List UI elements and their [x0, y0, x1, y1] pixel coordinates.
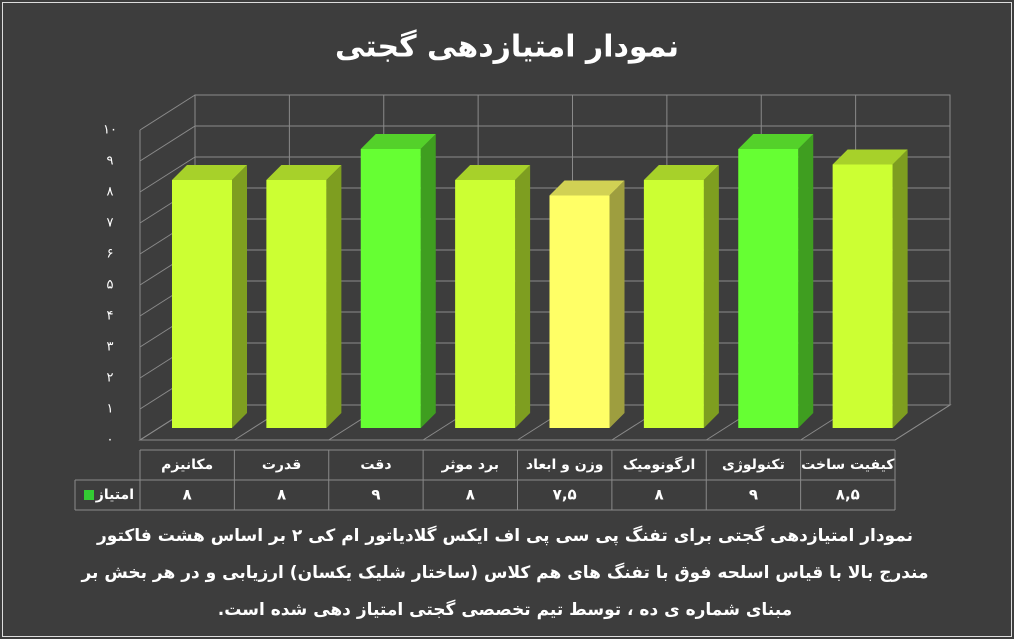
- bar-side: [515, 165, 531, 428]
- data-label: ۹: [749, 486, 758, 504]
- x-tick-label: قدرت: [262, 457, 301, 473]
- data-label: ۸: [654, 486, 663, 504]
- x-tick-label: کیفیت ساخت: [801, 457, 895, 473]
- data-label: ۸,۵: [836, 486, 860, 504]
- bar: [832, 164, 893, 428]
- bar: [549, 195, 610, 428]
- bar: [455, 180, 516, 428]
- x-tick-label: تکنولوژی: [722, 457, 785, 473]
- grid-line: [139, 125, 196, 162]
- y-tick-label: ۱: [107, 402, 114, 417]
- data-label: ۷,۵: [553, 486, 577, 504]
- y-tick-label: ۰: [107, 433, 114, 448]
- x-tick-label: مکانیزم: [161, 457, 213, 473]
- bar-side: [798, 134, 814, 428]
- chart: نمودار امتیازدهی گجتی ۰ ۱ ۲ ۳ ۴ ۵ ۶ ۷ ۸ ۹ ۱۰ مکانیز…: [74, 29, 952, 511]
- caption: نمودار امتیازدهی گجتی برای تفنگ پی سی پی…: [81, 526, 929, 620]
- bar-side: [609, 180, 625, 428]
- data-label: ۸: [183, 486, 192, 504]
- grid-line: [139, 94, 196, 131]
- bar-side: [326, 165, 342, 428]
- x-tick-label: دقت: [360, 457, 391, 473]
- bar-top: [172, 165, 247, 180]
- bar-top: [266, 165, 342, 180]
- legend-label: امتیاز: [95, 487, 134, 503]
- y-tick-label: ۳: [107, 340, 114, 355]
- y-tick-label: ۹: [107, 154, 114, 169]
- bar: [172, 180, 232, 428]
- bar-side: [232, 165, 247, 428]
- bar-top: [643, 165, 719, 180]
- bar: [738, 149, 799, 428]
- bar-top: [455, 165, 531, 180]
- bar: [266, 180, 327, 428]
- bar-side: [420, 134, 436, 428]
- bar: [360, 149, 421, 428]
- bar-top: [549, 180, 625, 196]
- y-tick-label: ۶: [107, 247, 114, 262]
- y-tick-label: ۸: [107, 185, 114, 200]
- y-tick-label: ۱۰: [103, 123, 117, 138]
- bar: [643, 180, 704, 428]
- bar-top: [738, 134, 814, 149]
- bar-top: [360, 134, 436, 149]
- category-divider: [894, 404, 951, 441]
- y-tick-label: ۲: [107, 371, 114, 386]
- bar-top: [832, 149, 908, 165]
- grid-line: [139, 156, 196, 193]
- y-tick-label: ۴: [107, 309, 114, 324]
- x-tick-label: برد موثر: [441, 457, 499, 473]
- y-tick-label: ۵: [107, 278, 114, 293]
- data-label: ۸: [277, 486, 286, 504]
- bar-side: [703, 165, 719, 428]
- y-tick-label: ۷: [107, 216, 114, 231]
- data-label: ۹: [371, 486, 380, 504]
- x-tick-label: ارگونومیک: [623, 456, 696, 473]
- chart-title: نمودار امتیازدهی گجتی: [335, 29, 679, 65]
- x-tick-label: وزن و ابعاد: [526, 457, 604, 473]
- legend-marker: [84, 490, 94, 500]
- data-label: ۸: [466, 486, 475, 504]
- bar-side: [892, 149, 908, 428]
